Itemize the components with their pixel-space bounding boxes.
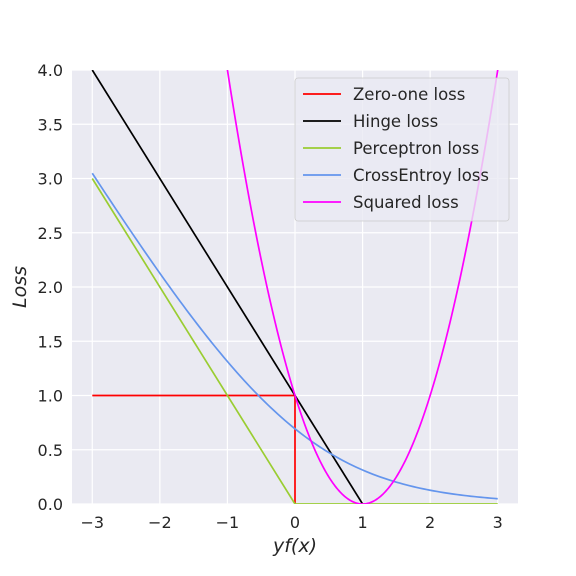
- y-tick-label: 1.5: [38, 332, 63, 351]
- crossentroy-loss-line: [91, 172, 498, 500]
- squared-loss-line: [226, 70, 499, 504]
- x-axis-label: yf(x): [272, 535, 317, 557]
- legend-label-squared-loss: Squared loss: [353, 193, 459, 212]
- legend-label-zero-one-loss: Zero-one loss: [353, 85, 465, 104]
- y-tick-label: 2.0: [38, 278, 63, 297]
- legend: Zero-one loss Hinge loss Perceptron loss Cr…: [294, 77, 510, 222]
- y-tick-label: 1.0: [38, 387, 63, 406]
- x-tick-label: 0: [290, 513, 300, 532]
- y-tick-label: 3.5: [38, 115, 63, 134]
- x-tick-label: 3: [493, 513, 503, 532]
- x-tick-label: 1: [357, 513, 367, 532]
- x-tick-labels: −3 −2 −1 0 1 2 3: [80, 513, 502, 532]
- y-tick-label: 2.5: [38, 224, 63, 243]
- legend-label-hinge-loss: Hinge loss: [353, 112, 438, 131]
- y-tick-label: 0.5: [38, 441, 63, 460]
- y-tick-label: 3.0: [38, 170, 63, 189]
- hinge-loss-line: [91, 70, 364, 504]
- legend-frame: [294, 77, 510, 222]
- series-layer: [91, 70, 499, 504]
- legend-label-perceptron-loss: Perceptron loss: [353, 139, 479, 158]
- x-tick-label: −3: [80, 513, 104, 532]
- y-tick-labels: 0.0 0.5 1.0 1.5 2.0 2.5 3.0 3.5 4.0: [38, 61, 63, 514]
- y-tick-label: 4.0: [38, 61, 63, 80]
- x-tick-label: −2: [148, 513, 172, 532]
- x-tick-label: 2: [425, 513, 435, 532]
- perceptron-loss-line: [91, 178, 498, 504]
- y-tick-label: 0.0: [38, 495, 63, 514]
- y-axis-label: Loss: [9, 266, 31, 308]
- legend-label-crossentroy-loss: CrossEntroy loss: [353, 166, 489, 185]
- x-tick-label: −1: [216, 513, 240, 532]
